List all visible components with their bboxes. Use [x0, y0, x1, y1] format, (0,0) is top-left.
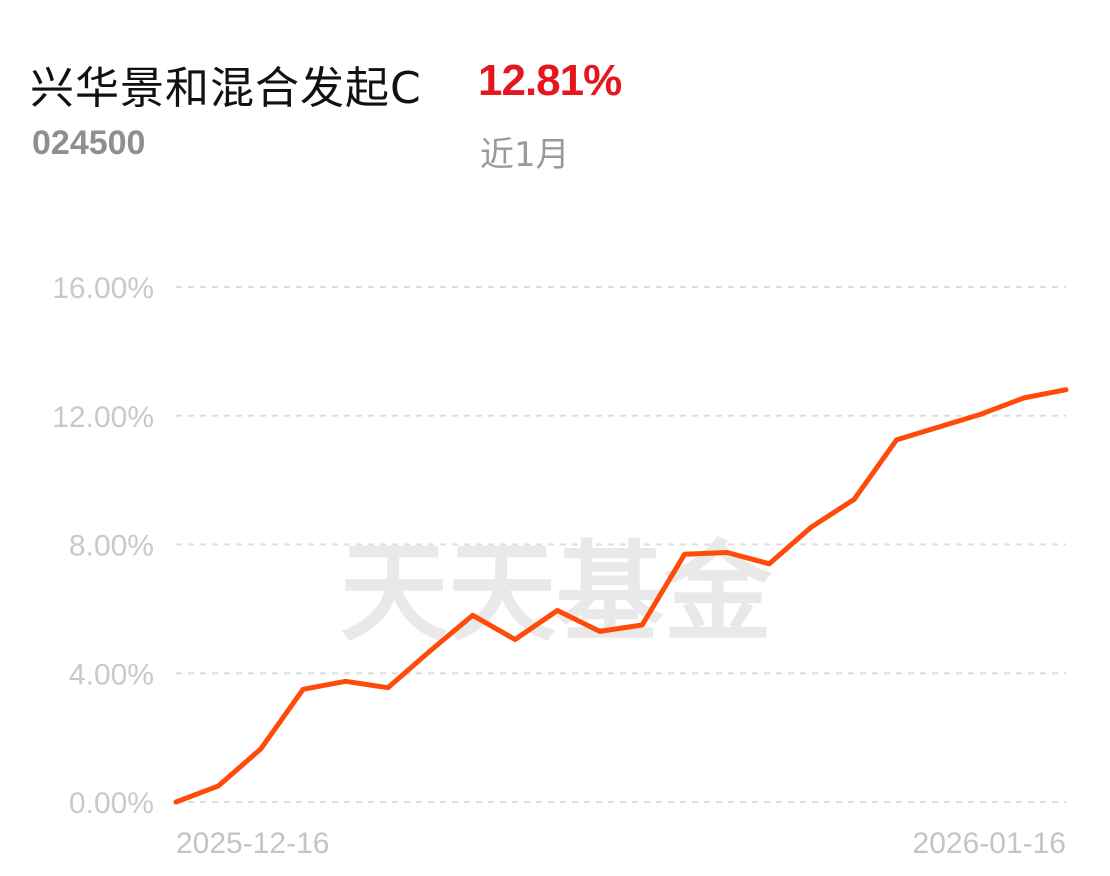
y-tick-label: 12.00% [52, 401, 154, 434]
y-axis: 0.00% 4.00% 8.00% 12.00% 16.00% [52, 272, 154, 820]
x-axis: 2025-12-16 2026-01-16 [176, 827, 1066, 860]
x-tick-label: 2025-12-16 [176, 827, 329, 860]
y-tick-label: 0.00% [69, 787, 154, 820]
fund-name: 兴华景和混合发起C [30, 63, 422, 114]
watermark: 天天基金 [340, 530, 773, 656]
series-group [173, 387, 1069, 805]
y-tick-label: 16.00% [52, 272, 154, 305]
period-label[interactable]: 近1月 [480, 135, 570, 175]
grid-lines [176, 286, 1066, 803]
series-line [173, 387, 1069, 805]
y-tick-label: 8.00% [69, 530, 154, 563]
x-tick-label: 2026-01-16 [913, 827, 1066, 860]
y-tick-label: 4.00% [69, 658, 154, 691]
fund-return: 12.81% [478, 56, 622, 105]
fund-code: 024500 [32, 124, 146, 162]
